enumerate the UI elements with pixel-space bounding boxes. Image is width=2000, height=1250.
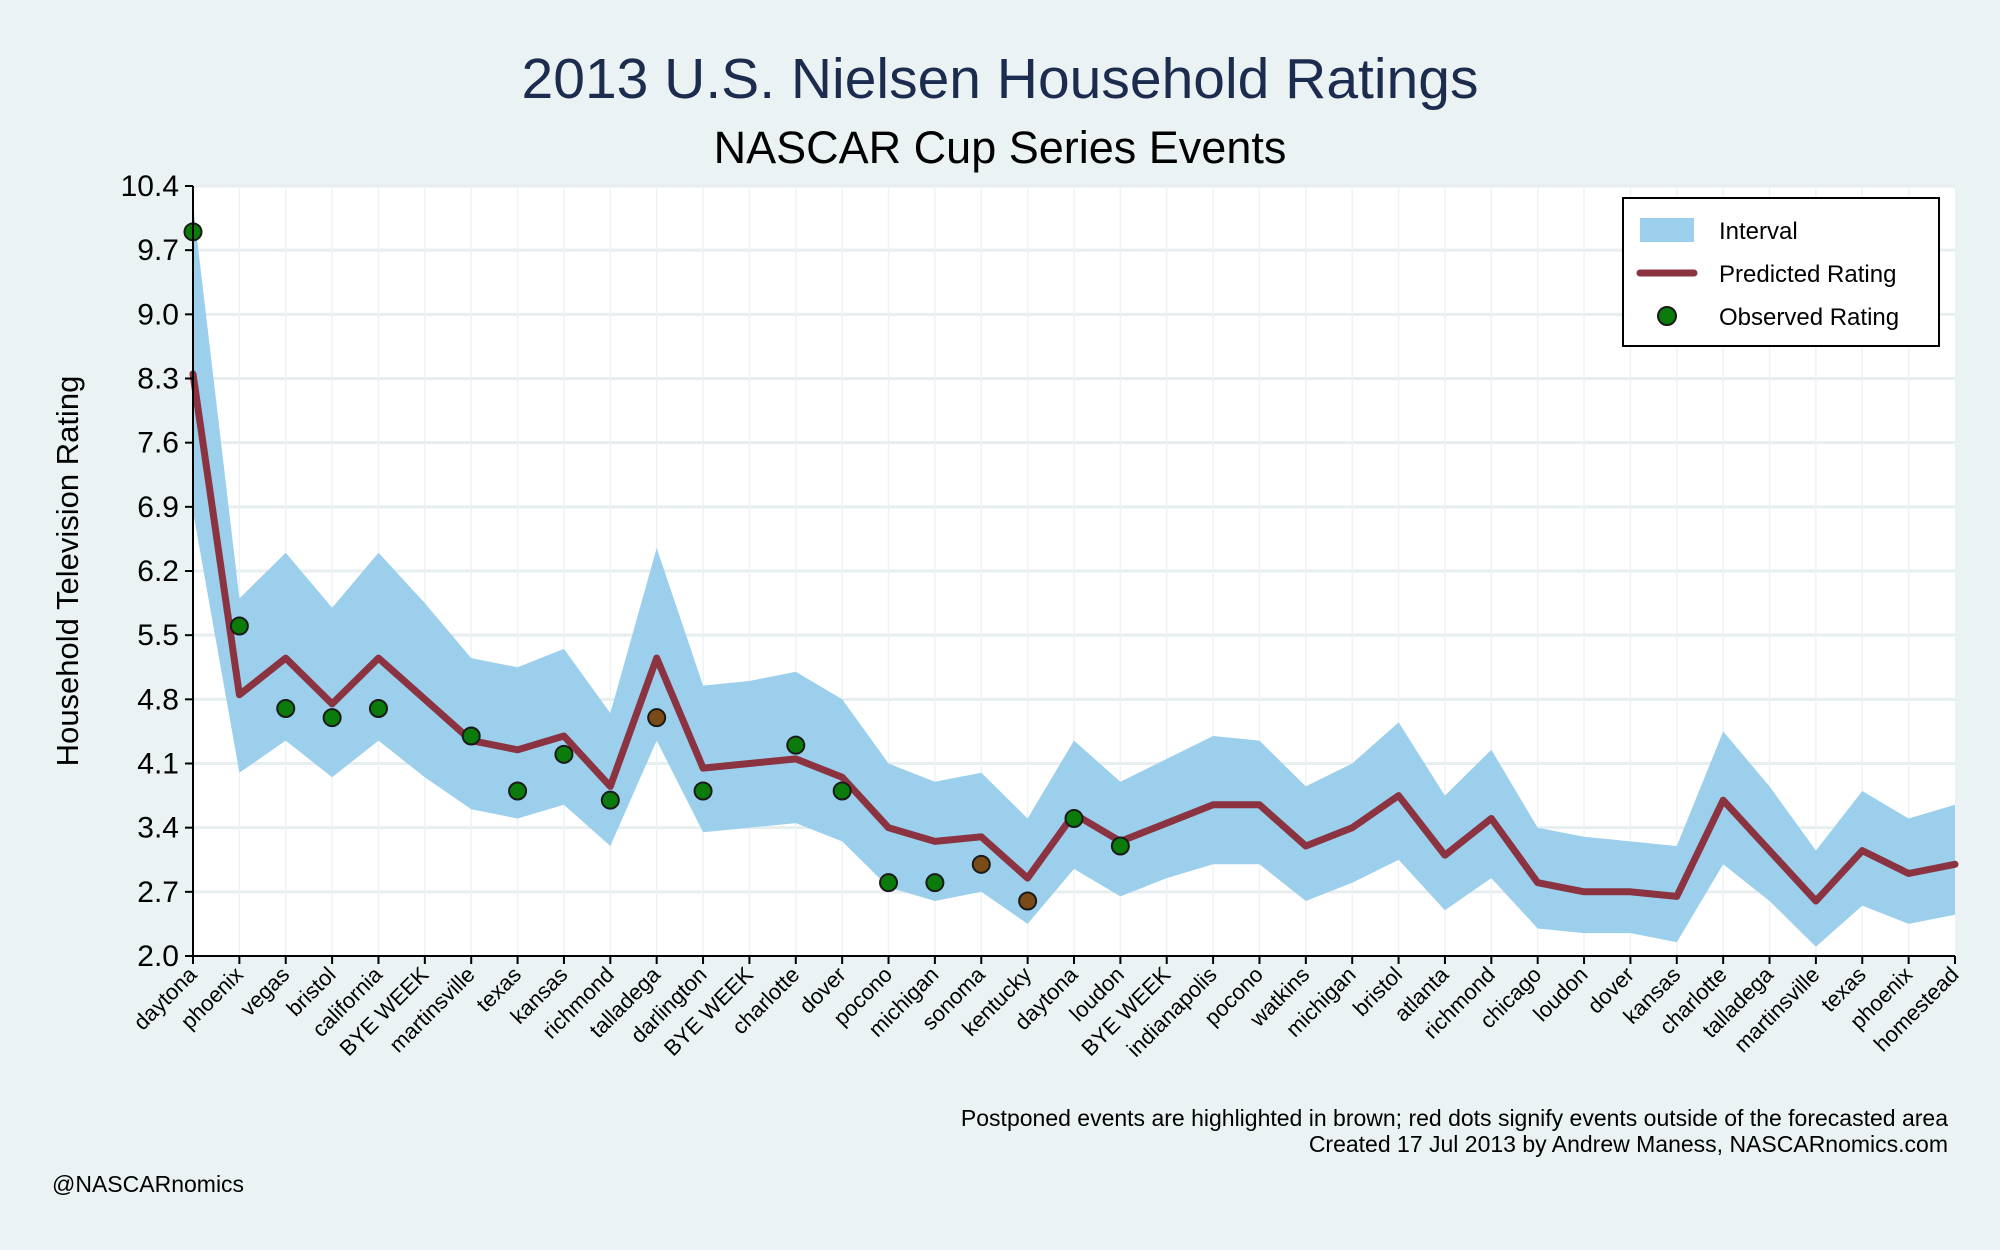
legend-interval-swatch — [1640, 218, 1694, 242]
observed-point — [322, 708, 342, 728]
chart-note: Postponed events are highlighted in brow… — [961, 1105, 1948, 1131]
observed-point — [508, 781, 528, 801]
legend: Interval Predicted Rating Observed Ratin… — [1622, 197, 1940, 347]
observed-points — [183, 222, 1130, 911]
y-tick-label: 2.0 — [137, 940, 179, 973]
y-tick-label: 2.7 — [137, 876, 179, 909]
observed-point — [925, 873, 945, 893]
y-tick-label: 6.9 — [137, 491, 179, 524]
observed-point — [786, 735, 806, 755]
observed-point — [879, 873, 899, 893]
chart-subtitle: NASCAR Cup Series Events — [714, 122, 1287, 173]
observed-point — [461, 726, 481, 746]
chart-title: 2013 U.S. Nielsen Household Ratings — [522, 47, 1479, 111]
y-tick-label: 3.4 — [137, 812, 179, 845]
axes — [185, 185, 1956, 964]
observed-point — [554, 744, 574, 764]
y-tick-labels: 2.0 2.7 3.4 4.1 4.8 5.5 6.2 6.9 7.6 8.3 9.0 9.7 10.4 — [121, 170, 179, 973]
observed-point — [276, 699, 296, 718]
y-tick-label: 9.0 — [137, 298, 179, 331]
legend-interval-label: Interval — [1719, 218, 1798, 245]
observed-point — [1110, 836, 1130, 856]
x-tick-label: vegas — [235, 962, 294, 1021]
y-tick-label: 6.2 — [137, 555, 179, 588]
y-tick-label: 10.4 — [121, 170, 179, 203]
legend-observed-swatch — [1657, 306, 1677, 326]
y-axis-title: Household Television Rating — [50, 376, 85, 767]
observed-point — [1064, 809, 1084, 828]
y-tick-label: 4.8 — [137, 683, 179, 716]
twitter-handle: @NASCARnomics — [52, 1171, 244, 1197]
legend-observed-label: Observed Rating — [1719, 304, 1899, 331]
observed-point — [693, 781, 713, 801]
y-tick-label: 8.3 — [137, 363, 179, 396]
x-tick-labels: daytonaphoenixvegasbristolcaliforniaBYE … — [128, 961, 1963, 1061]
legend-predicted-label: Predicted Rating — [1719, 261, 1896, 288]
observed-point-postponed — [1018, 891, 1038, 911]
chart-credit: Created 17 Jul 2013 by Andrew Maness, NA… — [1309, 1131, 1948, 1157]
observed-point — [832, 781, 852, 801]
y-tick-label: 4.1 — [137, 748, 179, 781]
observed-point-postponed — [647, 708, 667, 728]
y-tick-label: 5.5 — [137, 619, 179, 652]
observed-point — [600, 790, 620, 810]
observed-point-postponed — [971, 854, 991, 874]
interval-band — [193, 204, 1955, 947]
y-tick-label: 7.6 — [137, 427, 179, 460]
observed-point — [368, 699, 388, 718]
y-tick-label: 9.7 — [137, 234, 179, 267]
observed-point — [229, 616, 249, 636]
